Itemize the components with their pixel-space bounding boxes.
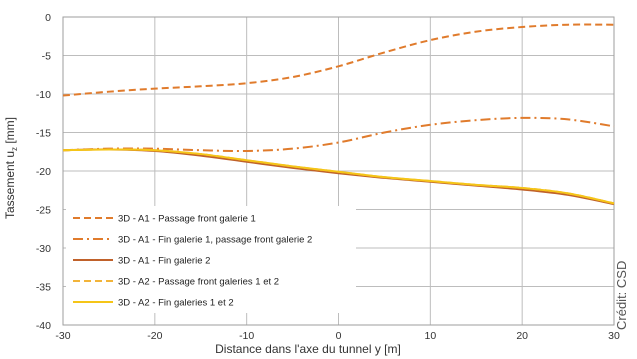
y-tick-label: -10 <box>36 89 51 101</box>
series-line-1 <box>62 23 615 97</box>
y-tick-label: -25 <box>36 205 51 217</box>
x-axis-label: Distance dans l'axe du tunnel y [m] <box>215 342 401 356</box>
x-tick-label: 10 <box>424 330 436 342</box>
y-axis-label-sub: z <box>10 147 19 151</box>
y-axis-label: Tassement uz [mm] <box>3 117 19 219</box>
y-axis-label-unit: [mm] <box>3 117 17 147</box>
legend-label-5: 3D - A2 - Fin galeries 1 et 2 <box>118 298 234 309</box>
plot-frame <box>62 16 615 326</box>
y-tick-labels: 0 -5 -10 -15 -20 -25 -30 -35 -40 <box>36 12 51 332</box>
series-line-5 <box>62 148 615 205</box>
x-tick-label: -10 <box>239 330 254 342</box>
x-tick-labels: -30 -20 -10 0 10 20 30 <box>55 330 620 342</box>
x-tick-label: -30 <box>55 330 70 342</box>
y-axis-label-main: Tassement u <box>3 151 17 219</box>
y-tick-label: -40 <box>36 320 51 332</box>
x-tick-label: -20 <box>147 330 162 342</box>
x-tick-label: 20 <box>516 330 528 342</box>
legend-label-1: 3D - A1 - Passage front galerie 1 <box>118 214 256 225</box>
x-tick-label: 30 <box>608 330 620 342</box>
y-tick-label: -5 <box>42 51 51 63</box>
series-line-2 <box>62 116 615 153</box>
y-tick-label: -30 <box>36 243 51 255</box>
x-tick-label: 0 <box>336 330 342 342</box>
legend-label-2: 3D - A1 - Fin galerie 1, passage front g… <box>118 235 312 246</box>
series-lines <box>62 23 615 206</box>
y-tick-label: -20 <box>36 166 51 178</box>
y-tick-label: -35 <box>36 282 51 294</box>
y-tick-label: 0 <box>45 12 51 24</box>
legend-label-3: 3D - A1 - Fin galerie 2 <box>118 256 210 267</box>
legend: 3D - A1 - Passage front galerie 1 3D - A1… <box>66 206 356 313</box>
legend-label-4: 3D - A2 - Passage front galeries 1 et 2 <box>118 277 279 288</box>
y-tick-label: -15 <box>36 128 51 140</box>
credit-text: Crédit: CSD <box>614 260 629 330</box>
